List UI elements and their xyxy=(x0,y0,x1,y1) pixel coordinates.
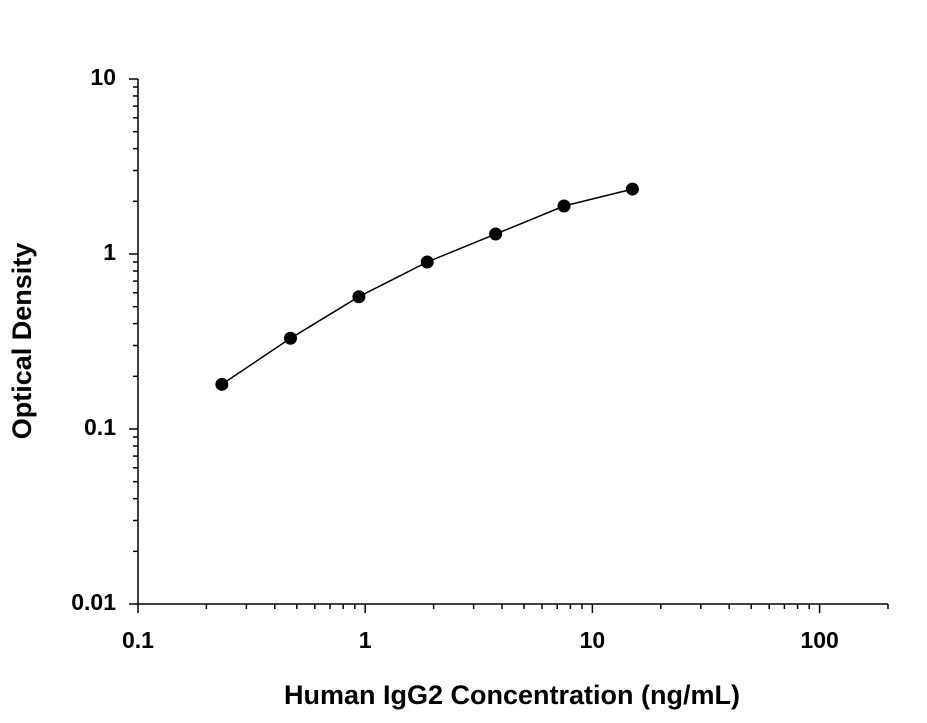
y-axis-title: Optical Density xyxy=(7,243,37,440)
x-tick-label: 1 xyxy=(359,627,372,653)
x-tick-label: 0.1 xyxy=(122,627,154,653)
data-point xyxy=(352,290,366,304)
data-point xyxy=(283,331,297,345)
data-point xyxy=(215,377,229,391)
x-tick-label: 10 xyxy=(580,627,606,653)
data-point xyxy=(489,227,503,241)
fit-curve xyxy=(221,188,633,385)
y-tick-label: 10 xyxy=(90,64,116,90)
data-point xyxy=(625,182,639,196)
y-tick-label: 0.01 xyxy=(71,589,116,615)
x-axis-title: Human IgG2 Concentration (ng/mL) xyxy=(284,680,740,710)
x-tick-label: 100 xyxy=(800,627,838,653)
data-point xyxy=(420,255,434,269)
data-point xyxy=(557,199,571,213)
y-tick-label: 1 xyxy=(103,239,116,265)
y-tick-label: 0.1 xyxy=(84,414,116,440)
